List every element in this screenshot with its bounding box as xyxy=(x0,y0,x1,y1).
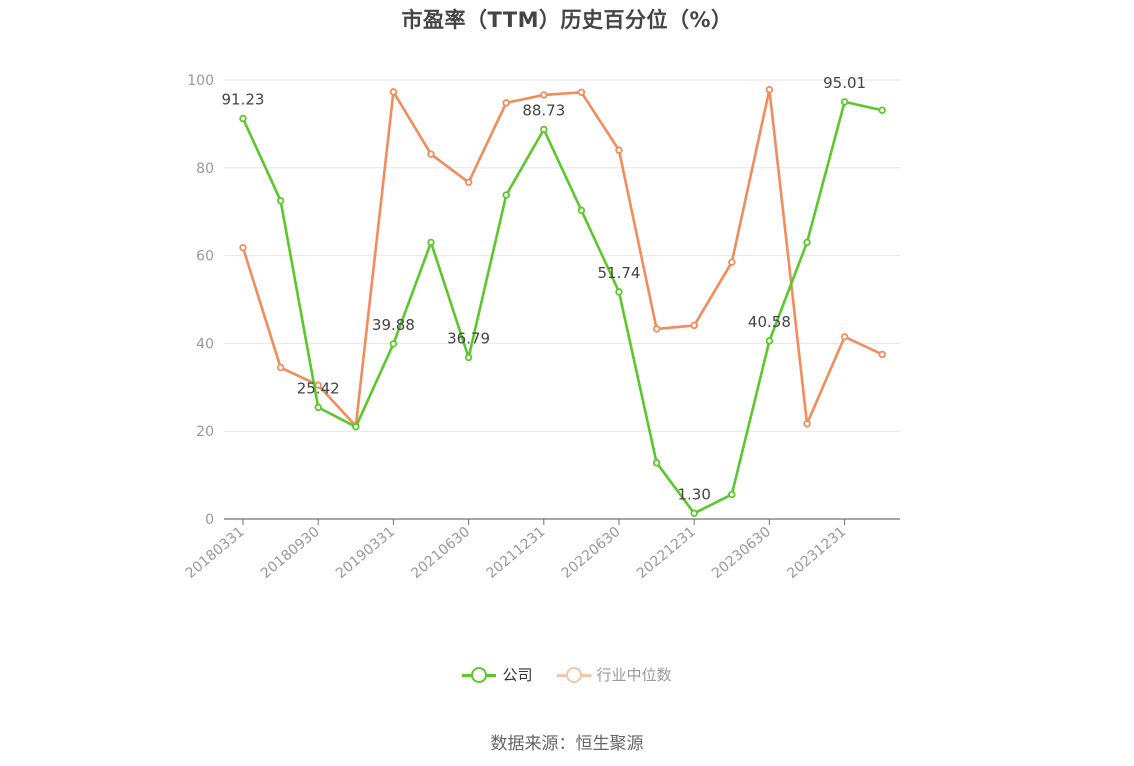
x-tick-label-20190331: 20190331 xyxy=(333,524,398,582)
series-line-company xyxy=(241,100,883,515)
y-tick-label-100: 100 xyxy=(187,73,214,89)
data-point-industry-20220630 xyxy=(615,146,623,154)
legend-item-company[interactable]: 公司 xyxy=(462,664,533,685)
data-point-company-20211231 xyxy=(540,125,548,134)
data-point-industry-20210630 xyxy=(464,178,473,186)
data-point-industry-20240331 xyxy=(878,350,886,359)
data-point-company-20210930 xyxy=(502,191,510,199)
data-label-company-20220630: 51.74 xyxy=(598,264,641,282)
data-point-company-20231231 xyxy=(840,98,849,106)
data-point-industry-20230331 xyxy=(728,258,736,266)
data-point-industry-20220930 xyxy=(652,325,661,333)
legend-company-label: 公司 xyxy=(502,666,533,684)
x-tick-label-20231231: 20231231 xyxy=(784,524,849,582)
data-point-industry-20210930 xyxy=(502,99,510,107)
data-point-company-20220331 xyxy=(577,206,586,215)
x-tick-label-20180930: 20180930 xyxy=(258,524,323,582)
legend: 公司 行业中位数 xyxy=(0,664,1134,685)
data-point-company-20221231 xyxy=(690,509,698,517)
data-label-company-20190331: 39.88 xyxy=(372,316,415,334)
data-label-company-20231231: 95.01 xyxy=(823,74,866,92)
data-point-company-20190630 xyxy=(427,238,435,247)
label-layer: 91.23 25.42 39.88 36.79 88.73 51.74 1.30 40.58 9… xyxy=(222,74,867,503)
data-point-company-20220930 xyxy=(652,459,661,467)
data-point-company-20230331 xyxy=(728,490,736,499)
y-tick-label-60: 60 xyxy=(196,249,214,265)
y-tick-label-20: 20 xyxy=(196,424,214,440)
y-tick-label-0: 0 xyxy=(205,512,214,528)
legend-industry-icon xyxy=(556,665,591,685)
data-point-company-20180331 xyxy=(239,114,247,123)
data-point-industry-20190331 xyxy=(389,88,398,96)
data-label-company-20221231: 1.30 xyxy=(677,485,710,503)
data-point-company-20230930 xyxy=(803,238,811,247)
data-point-industry-20220331 xyxy=(577,88,586,96)
series-company xyxy=(239,98,886,517)
data-point-company-20181231 xyxy=(352,423,360,431)
data-source-note: 数据来源：恒生聚源 xyxy=(490,734,644,754)
chart-title: 市盈率（TTM）历史百分位（%） xyxy=(401,8,733,32)
x-tick-label-20210630: 20210630 xyxy=(408,524,473,582)
series-layer xyxy=(239,85,886,517)
x-tick-label-20230630: 20230630 xyxy=(709,524,774,582)
data-point-industry-20211231 xyxy=(540,91,548,99)
data-point-industry-20231231 xyxy=(840,333,849,341)
data-label-company-20230630: 40.58 xyxy=(748,313,791,331)
y-tick-label-80: 80 xyxy=(196,161,214,177)
data-point-industry-20190630 xyxy=(427,150,435,158)
legend-company-icon xyxy=(462,665,497,685)
legend-industry-label: 行业中位数 xyxy=(596,666,672,684)
x-tick-label-20211231: 20211231 xyxy=(483,524,548,582)
data-label-company-20211231: 88.73 xyxy=(522,101,565,119)
data-point-company-20180930 xyxy=(314,403,322,412)
y-tick-label-40: 40 xyxy=(196,336,214,352)
data-label-company-20180331: 91.23 xyxy=(222,91,265,109)
data-point-company-20230630 xyxy=(765,337,774,345)
x-tick-label-20220630: 20220630 xyxy=(559,524,624,582)
series-line-industry-median xyxy=(241,88,883,428)
data-point-industry-20221231 xyxy=(690,321,698,330)
series-industry-median xyxy=(239,85,886,430)
data-label-company-20180930: 25.42 xyxy=(297,379,340,397)
data-point-company-20190331 xyxy=(389,340,398,348)
data-point-company-20240331 xyxy=(878,106,886,114)
data-point-industry-20180630 xyxy=(276,363,285,372)
x-tick-label-20180331: 20180331 xyxy=(183,524,248,582)
data-point-industry-20230930 xyxy=(803,420,811,428)
data-point-company-20180630 xyxy=(276,197,285,205)
data-point-industry-20230630 xyxy=(765,85,774,94)
data-point-industry-20180331 xyxy=(239,243,247,252)
data-point-company-20220630 xyxy=(615,288,623,296)
data-label-company-20210630: 36.79 xyxy=(447,329,490,347)
x-tick-label-20221231: 20221231 xyxy=(634,524,699,582)
data-point-company-20210630 xyxy=(464,353,473,362)
legend-item-industry-median[interactable]: 行业中位数 xyxy=(556,664,672,685)
